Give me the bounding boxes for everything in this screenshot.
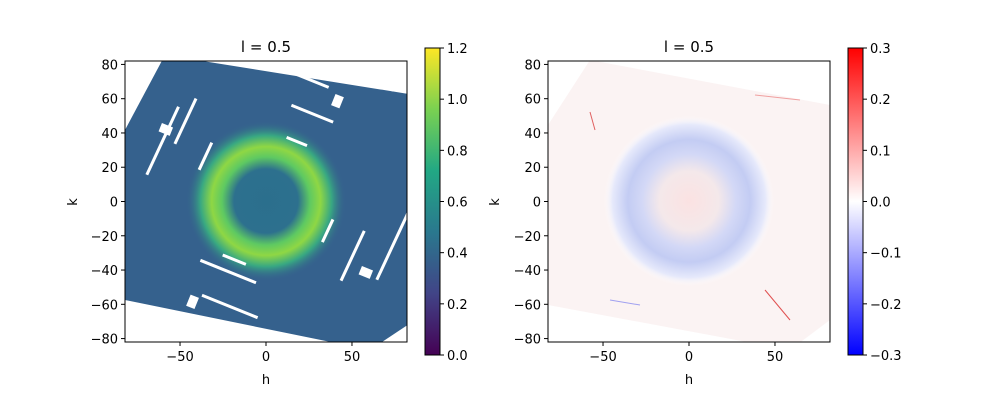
- left-x-ticks: −50 0 50: [166, 342, 360, 365]
- right-y-tick-label: −60: [514, 298, 541, 313]
- right-title: l = 0.5: [664, 38, 714, 56]
- right-colorbar-ticks: 0.3 0.2 0.1 0.0 −0.1 −0.2 −0.3: [863, 42, 902, 364]
- left-y-tick-label: −20: [91, 230, 118, 245]
- right-y-tick-label: −40: [514, 264, 541, 279]
- left-y-tick-label: 60: [101, 93, 118, 108]
- left-colorbar-tick-label: 0.4: [447, 247, 468, 262]
- right-ring: [604, 116, 774, 286]
- left-y-tick-label: 40: [101, 127, 118, 142]
- left-x-tick-label: 50: [344, 350, 361, 365]
- right-colorbar-gradient: [847, 47, 864, 356]
- left-y-tick-label: −60: [91, 298, 118, 313]
- right-residual-streaks: [589, 94, 801, 321]
- right-y-tick-label: −20: [514, 230, 541, 245]
- right-xlabel: h: [685, 373, 693, 388]
- left-colorbar-tick-label: 0.6: [447, 196, 468, 211]
- right-y-ticks: −80 −60 −40 −20 0 20 40 60 80: [514, 58, 548, 348]
- right-y-tick-label: −80: [514, 333, 541, 348]
- left-y-tick-label: 0: [110, 196, 118, 211]
- left-xlabel: h: [262, 373, 270, 388]
- right-colorbar-tick-label: 0.1: [870, 144, 891, 159]
- right-colorbar-tick-label: −0.3: [870, 349, 902, 364]
- right-x-tick-label: 50: [767, 350, 784, 365]
- right-colorbar-tick-label: 0.3: [870, 42, 891, 57]
- left-colorbar-gradient: [424, 47, 441, 356]
- right-panel: l = 0.5 −50 0 50 −80 −60 −40 −20 0 20 40 60 80 h k…: [488, 38, 902, 388]
- left-heatmap: [125, 61, 407, 342]
- right-colorbar: 0.3 0.2 0.1 0.0 −0.1 −0.2 −0.3: [847, 42, 902, 364]
- left-ylabel: k: [66, 198, 81, 206]
- right-x-ticks: −50 0 50: [589, 342, 783, 365]
- right-y-tick-label: 60: [524, 93, 541, 108]
- right-x-tick-label: −50: [589, 350, 616, 365]
- left-title: l = 0.5: [241, 38, 291, 56]
- right-y-tick-label: 40: [524, 127, 541, 142]
- left-colorbar-ticks: 0.0 0.2 0.4 0.6 0.8 1.0 1.2: [440, 42, 468, 364]
- left-colorbar-tick-label: 0.2: [447, 298, 468, 313]
- right-x-tick-label: 0: [685, 350, 693, 365]
- left-colorbar-tick-label: 0.0: [447, 349, 468, 364]
- left-y-tick-label: 20: [101, 161, 118, 176]
- left-x-tick-label: −50: [166, 350, 193, 365]
- left-colorbar-tick-label: 1.0: [447, 93, 468, 108]
- left-y-ticks: −80 −60 −40 −20 0 20 40 60 80: [91, 58, 125, 348]
- right-colorbar-tick-label: 0.2: [870, 93, 891, 108]
- left-y-tick-label: 80: [101, 58, 118, 73]
- left-x-tick-label: 0: [262, 350, 270, 365]
- right-heatmap: [548, 61, 830, 342]
- left-detector-gaps: [145, 70, 407, 320]
- right-y-tick-label: 80: [524, 58, 541, 73]
- left-y-tick-label: −40: [91, 264, 118, 279]
- right-y-tick-label: 0: [533, 196, 541, 211]
- right-y-tick-label: 20: [524, 161, 541, 176]
- left-panel: l = 0.5: [66, 38, 468, 388]
- right-colorbar-tick-label: −0.2: [870, 298, 902, 313]
- left-colorbar-tick-label: 1.2: [447, 42, 468, 57]
- left-ring: [186, 121, 346, 281]
- left-y-tick-label: −80: [91, 333, 118, 348]
- right-colorbar-tick-label: −0.1: [870, 247, 902, 262]
- left-colorbar-tick-label: 0.8: [447, 144, 468, 159]
- right-ylabel: k: [488, 198, 503, 206]
- left-colorbar: 0.0 0.2 0.4 0.6 0.8 1.0 1.2: [424, 42, 468, 364]
- right-colorbar-tick-label: 0.0: [870, 196, 891, 211]
